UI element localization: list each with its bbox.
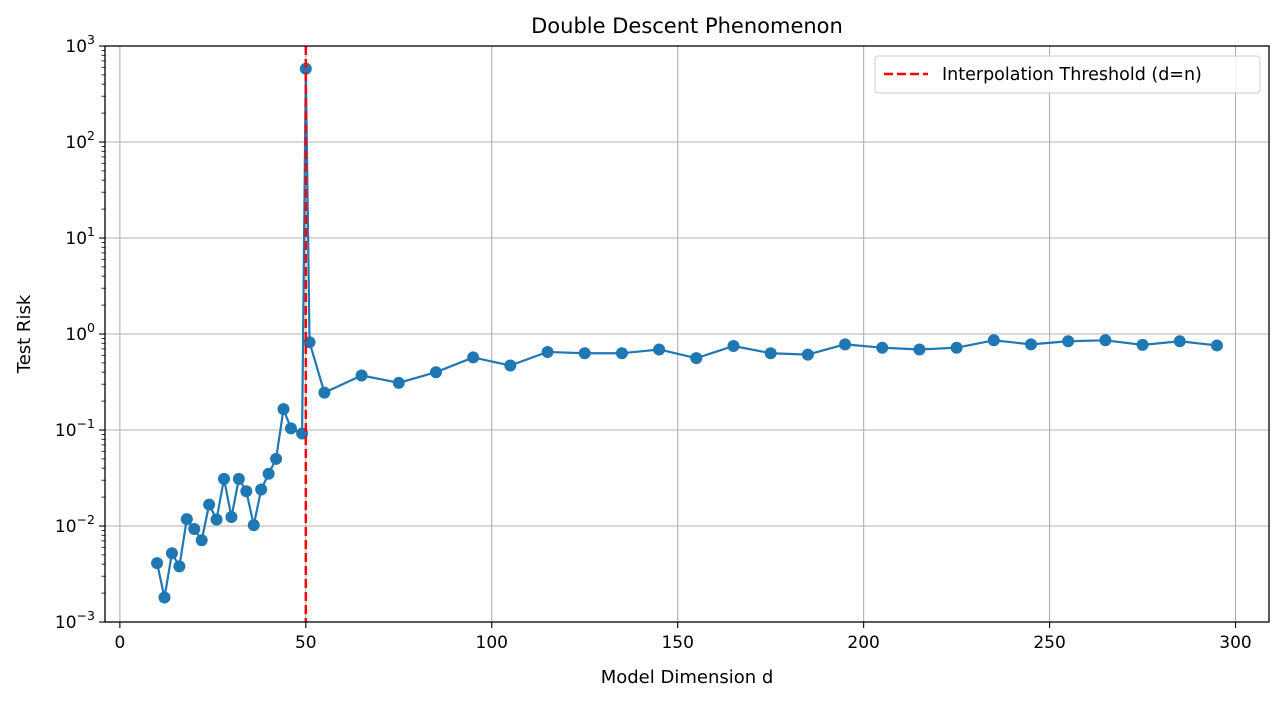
data-point bbox=[195, 534, 208, 547]
legend-threshold-label: Interpolation Threshold (d=n) bbox=[942, 65, 1202, 85]
data-point bbox=[262, 467, 275, 480]
data-point bbox=[1210, 339, 1223, 352]
y-tick-label: 103 bbox=[65, 32, 95, 57]
data-point bbox=[429, 366, 442, 379]
x-axis: 0 50 100 150 200 250 300 bbox=[114, 622, 1252, 653]
data-point bbox=[504, 359, 517, 372]
data-point bbox=[277, 403, 290, 416]
data-point bbox=[1024, 338, 1037, 351]
data-point bbox=[218, 472, 231, 485]
y-tick-label: 100 bbox=[65, 320, 95, 345]
chart-title: Double Descent Phenomenon bbox=[531, 14, 843, 38]
y-tick-label: 10−3 bbox=[55, 608, 95, 633]
data-point bbox=[1062, 335, 1075, 348]
data-point bbox=[541, 345, 554, 358]
data-point bbox=[578, 347, 591, 360]
data-point bbox=[232, 472, 245, 485]
data-point bbox=[180, 513, 193, 526]
data-point bbox=[270, 452, 283, 465]
data-point bbox=[240, 485, 253, 498]
x-tick-label: 250 bbox=[1033, 633, 1065, 653]
y-tick-label: 10−1 bbox=[55, 416, 95, 441]
data-point bbox=[653, 343, 666, 356]
data-point bbox=[727, 339, 740, 352]
data-point bbox=[913, 343, 926, 356]
data-point bbox=[203, 498, 216, 511]
data-point bbox=[247, 519, 260, 532]
y-axis: 10−3 10−2 10−1 100 101 102 103 bbox=[55, 32, 105, 633]
legend-box bbox=[874, 55, 1261, 94]
data-point bbox=[158, 591, 171, 604]
data-point bbox=[173, 560, 186, 573]
data-point bbox=[1099, 334, 1112, 347]
data-point bbox=[764, 347, 777, 360]
x-tick-label: 100 bbox=[476, 633, 508, 653]
legend: Interpolation Threshold (d=n) bbox=[874, 55, 1261, 94]
x-tick-label: 50 bbox=[295, 633, 317, 653]
data-point bbox=[392, 376, 405, 389]
y-tick-label: 10−2 bbox=[55, 512, 95, 537]
data-point bbox=[467, 351, 480, 364]
data-point bbox=[165, 547, 178, 560]
series-layer bbox=[151, 62, 1223, 604]
y-tick-label: 102 bbox=[65, 128, 95, 153]
y-tick-label: 101 bbox=[65, 224, 95, 249]
y-axis-label: Test Risk bbox=[14, 294, 35, 374]
data-point bbox=[225, 511, 238, 524]
x-tick-label: 0 bbox=[114, 633, 125, 653]
x-axis-label: Model Dimension d bbox=[601, 667, 774, 688]
data-point bbox=[987, 334, 1000, 347]
data-point bbox=[615, 347, 628, 360]
data-point bbox=[950, 341, 963, 354]
data-point bbox=[284, 422, 297, 435]
x-tick-label: 300 bbox=[1219, 633, 1251, 653]
data-point bbox=[355, 369, 368, 382]
data-point bbox=[255, 483, 268, 496]
x-tick-label: 200 bbox=[847, 633, 879, 653]
data-point bbox=[801, 348, 814, 361]
data-point bbox=[839, 338, 852, 351]
data-point bbox=[876, 341, 889, 354]
data-point bbox=[210, 513, 223, 526]
x-tick-label: 150 bbox=[661, 633, 693, 653]
data-point bbox=[188, 523, 201, 536]
data-point bbox=[299, 62, 312, 75]
data-point bbox=[1173, 335, 1186, 348]
data-point bbox=[151, 557, 164, 570]
data-point bbox=[690, 352, 703, 365]
data-point bbox=[1136, 338, 1149, 351]
data-point bbox=[318, 386, 331, 399]
